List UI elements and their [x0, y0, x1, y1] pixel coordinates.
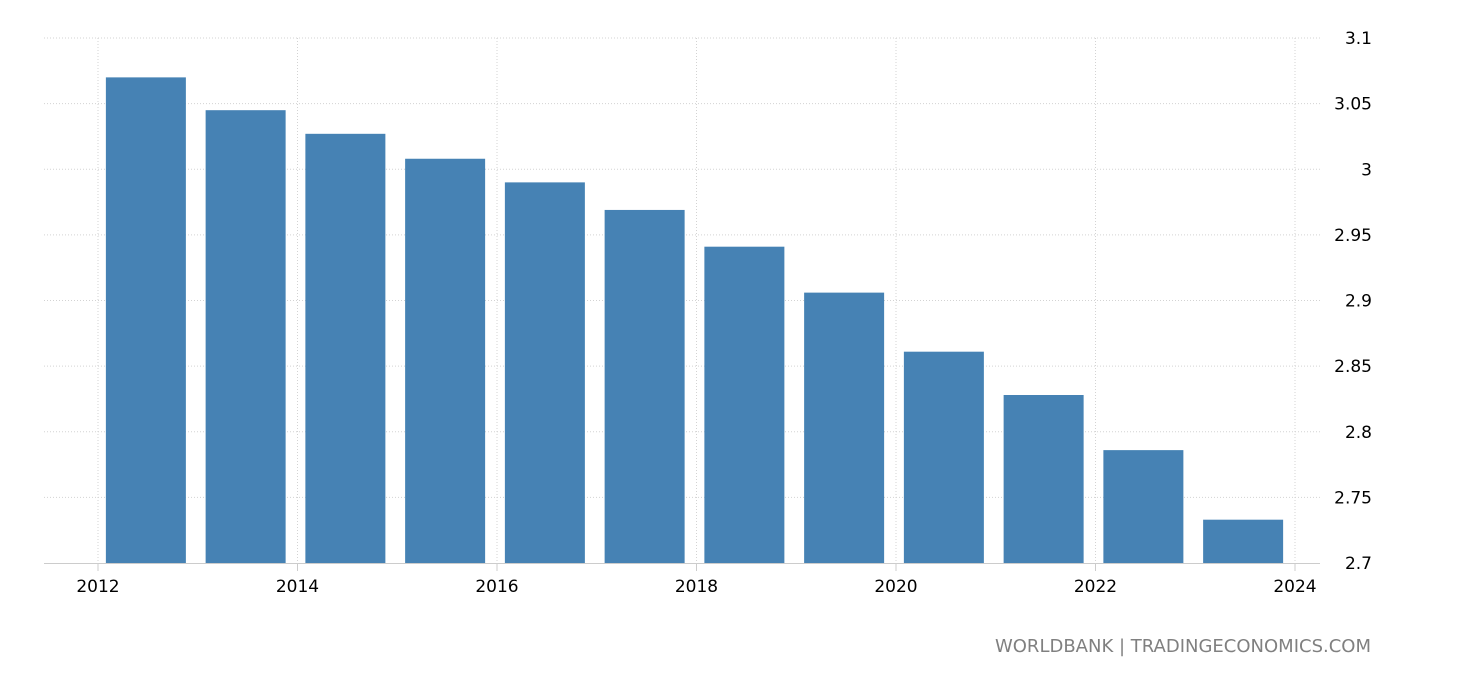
bar-2016: [504, 182, 585, 563]
grid-lines: [44, 37, 1320, 563]
bar-2019: [804, 292, 885, 563]
x-axis: 2012 2014 2016 2018 2020 2022 2024: [44, 563, 1320, 597]
y-axis: 2.7 2.75 2.8 2.85 2.9 2.95 3 3.05 3.1: [1334, 29, 1372, 574]
bar-2012: [105, 77, 186, 563]
bar-2018: [704, 246, 785, 563]
bar-2015: [405, 158, 486, 563]
y-tick-label: 2.75: [1334, 488, 1372, 508]
y-tick-label: 2.95: [1334, 226, 1372, 246]
bars: [105, 77, 1284, 563]
bar-2020: [903, 351, 984, 563]
y-tick-label: 3.1: [1345, 29, 1372, 49]
x-tick-label: 2022: [1074, 577, 1117, 597]
source-credit: WORLDBANK | TRADINGECONOMICS.COM: [995, 636, 1371, 657]
bar-2014: [305, 133, 386, 563]
y-tick-label: 2.7: [1345, 554, 1372, 574]
x-tick-label: 2018: [675, 577, 718, 597]
bar-2023: [1203, 519, 1284, 563]
bar-2017: [604, 209, 685, 563]
y-tick-label: 3.05: [1334, 95, 1372, 115]
x-tick-label: 2024: [1273, 577, 1316, 597]
bar-2013: [205, 110, 286, 563]
y-tick-label: 2.85: [1334, 357, 1372, 377]
y-tick-label: 2.9: [1345, 292, 1372, 312]
x-tick-label: 2020: [874, 577, 917, 597]
x-tick-label: 2016: [475, 577, 518, 597]
x-tick-label: 2014: [276, 577, 319, 597]
y-tick-label: 3: [1361, 160, 1372, 180]
y-tick-label: 2.8: [1345, 423, 1372, 443]
x-tick-label: 2012: [76, 577, 119, 597]
bar-2022: [1103, 450, 1184, 563]
bar-2021: [1003, 395, 1084, 563]
